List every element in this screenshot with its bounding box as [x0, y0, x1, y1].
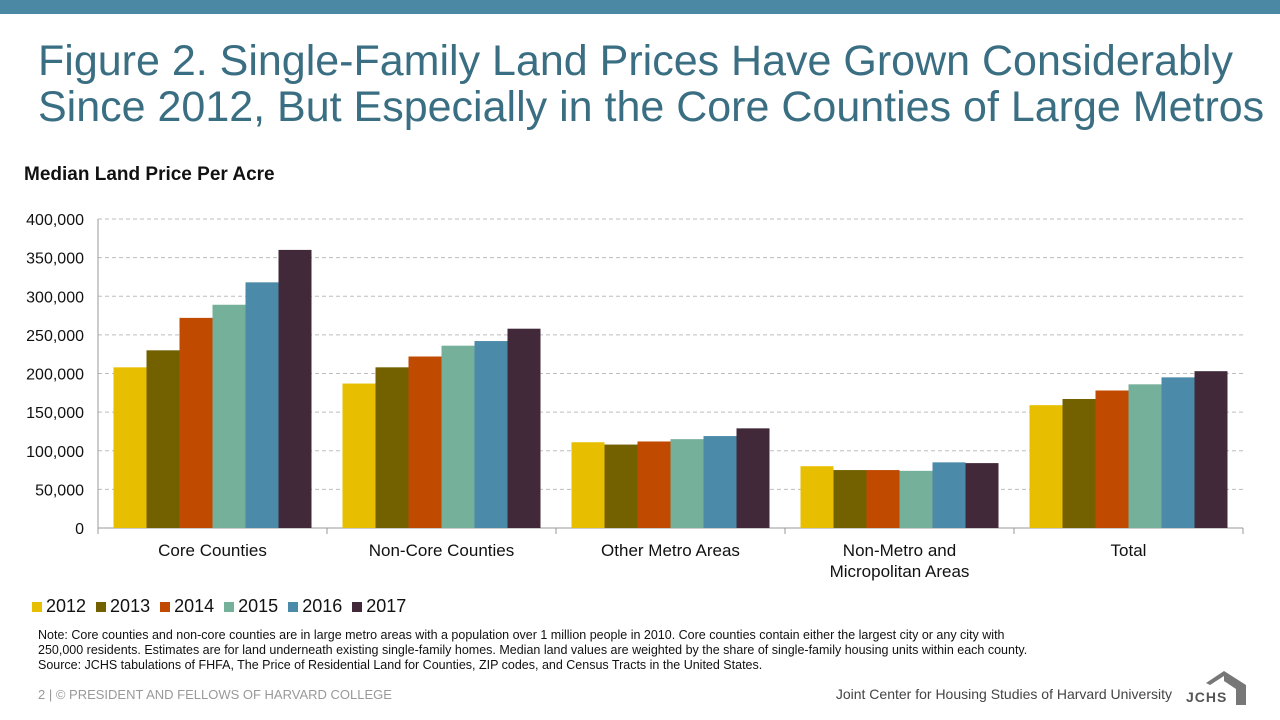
bar-2013: [604, 444, 638, 528]
bar-2012: [1029, 405, 1063, 528]
y-tick-label: 350,000: [26, 251, 84, 268]
chart-title: Median Land Price Per Acre: [24, 164, 275, 185]
legend-swatch: [32, 601, 42, 612]
y-tick-label: 50,000: [35, 482, 84, 499]
legend-swatch: [288, 601, 299, 612]
bar-2015: [899, 470, 933, 528]
house-logo-icon: [1206, 671, 1246, 705]
note-line-2: 250,000 residents. Estimates are for lan…: [38, 643, 1028, 657]
legend-item-2017: 2017: [352, 596, 406, 617]
x-category-label: Micropolitan Areas: [830, 562, 970, 581]
bar-2017: [1194, 371, 1228, 528]
bar-2014: [637, 441, 671, 528]
bar-2017: [507, 328, 541, 528]
bar-2012: [113, 367, 147, 528]
legend-swatch: [96, 601, 107, 612]
note-line-3: Source: JCHS tabulations of FHFA, The Pr…: [38, 658, 763, 672]
y-tick-label: 400,000: [26, 212, 84, 229]
bar-2014: [179, 317, 213, 528]
y-tick-label: 150,000: [26, 405, 84, 422]
bar-2016: [932, 462, 966, 528]
bar-2013: [833, 470, 867, 528]
legend-item-2012: 2012: [32, 596, 86, 617]
logo-text: JCHS: [1186, 689, 1228, 705]
x-category-label: Non-Metro and: [843, 541, 956, 560]
bar-2014: [866, 470, 900, 528]
bar-2013: [375, 367, 409, 528]
bar-2016: [1161, 377, 1195, 528]
x-category-label: Other Metro Areas: [601, 541, 740, 560]
y-tick-label: 200,000: [26, 367, 84, 384]
bar-2016: [474, 341, 508, 528]
top-band: [0, 0, 1280, 14]
note-line-1: Note: Core counties and non-core countie…: [38, 628, 1005, 642]
chart-note: Note: Core counties and non-core countie…: [38, 628, 1238, 673]
bar-2016: [703, 436, 737, 528]
bar-chart: 0 50,000 100,000 150,000 200,000 250,000 300,0…: [26, 212, 1244, 581]
legend-label: 2015: [238, 596, 279, 616]
bar-2016: [245, 282, 279, 528]
legend-label: 2016: [302, 596, 343, 616]
legend-swatch: [160, 601, 171, 612]
legend-item-2013: 2013: [96, 596, 150, 617]
legend-item-2015: 2015: [224, 596, 278, 617]
bar-2015: [441, 345, 475, 528]
bar-2017: [736, 428, 770, 528]
jchs-logo: JCHS: [1186, 665, 1250, 705]
bar-2012: [800, 466, 834, 528]
bar-2014: [1095, 390, 1129, 528]
legend-label: 2012: [46, 596, 87, 616]
legend-swatch: [352, 601, 363, 612]
bar-2015: [1128, 384, 1162, 528]
bar-2017: [278, 249, 312, 528]
y-tick-label: 100,000: [26, 444, 84, 461]
bar-2012: [342, 383, 376, 528]
bar-2015: [670, 439, 704, 528]
y-tick-label: 250,000: [26, 328, 84, 345]
bar-2013: [1062, 398, 1096, 528]
y-tick-label: 0: [75, 521, 84, 538]
legend-label: 2014: [174, 596, 215, 616]
legend-item-2014: 2014: [160, 596, 214, 617]
legend-swatch: [224, 601, 235, 612]
footer-organization: Joint Center for Housing Studies of Harv…: [835, 686, 1172, 702]
x-category-label: Core Counties: [158, 541, 267, 560]
legend-item-2016: 2016: [288, 596, 342, 617]
legend-label: 2017: [366, 596, 407, 616]
x-category-label: Total: [1111, 541, 1147, 560]
x-category-label: Non-Core Counties: [369, 541, 515, 560]
title-line-1: Figure 2. Single-Family Land Prices Have…: [38, 37, 1233, 85]
page-title: Figure 2. Single-Family Land Prices Have…: [38, 38, 1268, 130]
legend-label: 2013: [110, 596, 151, 616]
bar-2012: [571, 442, 605, 528]
bar-2013: [146, 350, 180, 528]
bar-2015: [212, 304, 246, 528]
bar-2014: [408, 356, 442, 528]
bar-2017: [965, 463, 999, 528]
y-tick-label: 300,000: [26, 289, 84, 306]
chart-legend: 2012 2013 2014 2015 2016 2017: [32, 596, 416, 617]
footer-copyright: 2 | © PRESIDENT AND FELLOWS OF HARVARD C…: [38, 687, 392, 702]
title-line-2: Since 2012, But Especially in the Core C…: [38, 83, 1265, 131]
